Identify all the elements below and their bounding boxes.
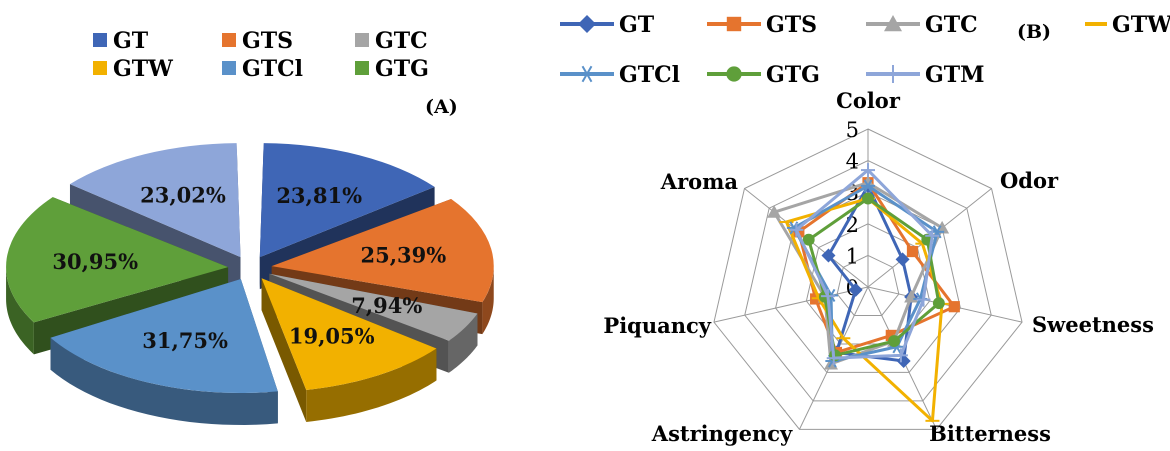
legend-swatch (93, 61, 107, 75)
radar-panel-label: (B) (1017, 21, 1051, 43)
radar-axis-label-odor: Odor (1000, 168, 1059, 193)
radar-axis-label-aroma: Aroma (660, 169, 739, 194)
radar-point (861, 179, 875, 193)
legend-swatch (222, 33, 236, 47)
radar-point (916, 292, 931, 307)
radar-point (895, 252, 910, 267)
pie-data-label: 30,95% (52, 249, 138, 274)
pie-legend-entry-gtw: GTW (93, 56, 173, 82)
radar-legend-entry-gtg: GTG (707, 62, 820, 88)
legend-label: GTS (242, 28, 293, 54)
radar-point (906, 245, 919, 258)
radar-axis-label-bitterness: Bitterness (929, 421, 1051, 446)
pie-legend-entry-gts: GTS (222, 28, 293, 54)
pie-legend: GT GTS GTC GTW GTCl GTG (93, 28, 429, 82)
radar-chart: 012345ColorOdorSweetnessBitternessAstrin… (603, 88, 1154, 446)
legend-label: GTW (1112, 12, 1170, 38)
radar-legend-entry-gt: GT (560, 12, 655, 38)
radar-legend-entry-gtc: GTC (866, 12, 978, 38)
pie-data-label: 31,75% (142, 328, 228, 353)
radar-tick-label: 4 (846, 150, 859, 174)
radar-point (893, 348, 908, 363)
radar-point (767, 205, 782, 218)
legend-label: GTCl (242, 56, 303, 82)
pie-data-label: 25,39% (361, 243, 447, 268)
radar-legend-entry-gts: GTS (707, 12, 817, 38)
pie-data-label: 7,94% (351, 293, 422, 318)
radar-point (932, 297, 945, 310)
radar-legend-entry-gtw: GTW (1085, 12, 1170, 38)
radar-legend: GT GTS GTC GTW GTCl GTG GTM (560, 12, 1170, 88)
radar-series-line (784, 197, 944, 423)
pie-legend-entry-gtcl: GTCl (222, 56, 303, 82)
radar-point (848, 282, 863, 297)
radar-axis-label-astringency: Astringency (651, 421, 793, 446)
radar-series-gtw (779, 197, 949, 423)
pie-data-label: 19,05% (289, 323, 375, 348)
legend-label: GTS (766, 12, 817, 38)
pie-chart: 23,02% 23,81% 25,39% 30,95% 7,94% 19,05% 31,75… (6, 143, 494, 425)
radar-series-line (794, 168, 934, 360)
legend-swatch (355, 33, 369, 47)
legend-label: GT (619, 12, 655, 38)
radar-point (826, 351, 841, 366)
radar-point (802, 233, 815, 246)
pie-legend-entry-gt: GT (93, 28, 149, 54)
legend-label: GT (113, 28, 149, 54)
radar-point (820, 289, 835, 304)
radar-legend-entry-gtcl: GTCl (560, 62, 680, 88)
legend-swatch (93, 33, 107, 47)
legend-label: GTW (113, 56, 173, 82)
radar-point (789, 222, 804, 237)
radar-axis-label-sweetness: Sweetness (1032, 312, 1154, 337)
legend-label: GTC (925, 12, 978, 38)
radar-tick-label: 5 (846, 118, 859, 142)
radar-point (885, 329, 897, 342)
radar-tick-label: 1 (846, 244, 859, 268)
pie-slice-gtcl: 31,75% (50, 278, 278, 425)
radar-legend-entry-gtm: GTM (866, 62, 985, 88)
legend-label: GTG (766, 62, 820, 88)
radar-point (862, 192, 874, 205)
pie-panel-label: (A) (425, 96, 458, 118)
legend-swatch (355, 61, 369, 75)
radar-point (861, 163, 875, 178)
radar-series-line (772, 181, 944, 366)
legend-swatch (222, 61, 236, 75)
pie-legend-entry-gtc: GTC (355, 28, 428, 54)
pie-data-label: 23,81% (276, 183, 362, 208)
radar-point (888, 335, 901, 348)
radar-point (821, 248, 836, 263)
radar-axis-label-color: Color (836, 88, 901, 113)
pie-legend-entry-gtg: GTG (355, 56, 429, 82)
legend-label: GTC (375, 28, 428, 54)
radar-point (925, 228, 940, 243)
pie-data-label: 23,02% (140, 182, 226, 207)
radar-series-gtm (789, 163, 940, 366)
legend-label: GTCl (619, 62, 680, 88)
radar-point (948, 301, 960, 313)
legend-label: GTM (925, 62, 985, 88)
pie-slice-gtw: 19,05% (261, 278, 437, 422)
radar-axis-label-piquancy: Piquancy (603, 313, 711, 338)
legend-label: GTG (375, 56, 429, 82)
